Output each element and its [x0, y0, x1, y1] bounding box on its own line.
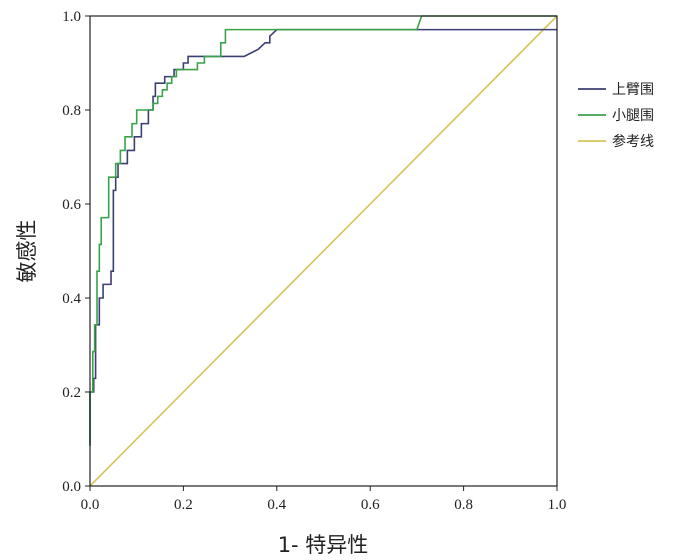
series-layer: [89, 15, 558, 487]
y-tick-label: 0.4: [62, 291, 81, 307]
legend-label-2: 小腿围: [612, 108, 654, 124]
series-line-2: [89, 15, 557, 446]
x-tick-label: 0.8: [454, 497, 473, 513]
y-tick-label: 0.2: [62, 385, 81, 401]
y-tick-label: 0.6: [62, 197, 81, 213]
x-tick-label: 1.0: [548, 497, 567, 513]
y-tick-label: 0.0: [62, 479, 81, 495]
series-line-3: [89, 15, 558, 487]
legend-label-1: 上臂围: [612, 82, 654, 98]
x-axis-title: 1- 特异性: [278, 533, 369, 557]
y-tick-label: 0.8: [62, 103, 81, 119]
legend-label-3: 参考线: [612, 133, 654, 150]
x-tick-label: 0.4: [267, 497, 286, 513]
axis-layer: 0.0 0.2 0.4 0.6 0.8 1.0 0.0 0.2 0.4 0.6 0.8 1.0: [62, 9, 566, 513]
y-tick-label: 1.0: [62, 9, 81, 25]
x-tick-label: 0.6: [361, 497, 380, 513]
x-tick-label: 0.2: [174, 497, 193, 513]
y-axis-title: 敏感性: [15, 220, 39, 283]
series-line-1: [89, 28, 557, 446]
plot-frame: [89, 15, 558, 487]
x-tick-label: 0.0: [81, 497, 100, 513]
